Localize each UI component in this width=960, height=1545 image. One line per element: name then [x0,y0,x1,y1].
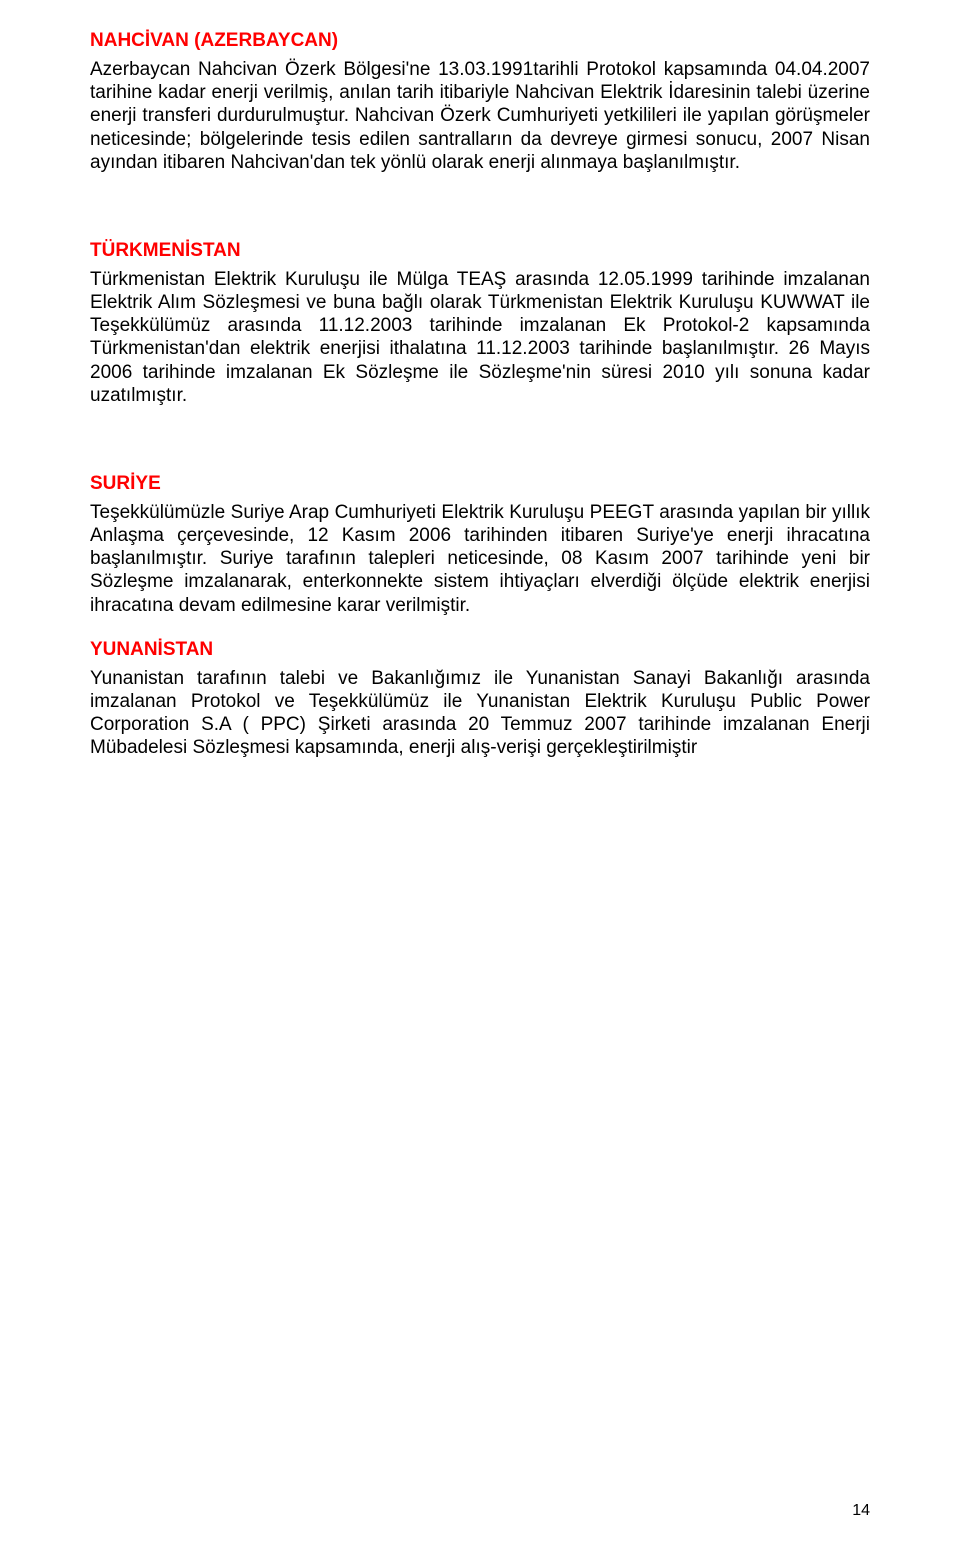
section-gap [90,411,870,451]
section-paragraph: Azerbaycan Nahcivan Özerk Bölgesi'ne 13.… [90,58,870,174]
document-content: NAHCİVAN (AZERBAYCAN) Azerbaycan Nahciva… [90,30,870,759]
section-heading-nahcivan: NAHCİVAN (AZERBAYCAN) [90,30,870,52]
section-paragraph: Türkmenistan Elektrik Kuruluşu ile Mülga… [90,268,870,407]
section-heading-yunanistan: YUNANİSTAN [90,639,870,661]
section-gap [90,178,870,218]
section-heading-suriye: SURİYE [90,473,870,495]
section-paragraph: Teşekkülümüzle Suriye Arap Cumhuriyeti E… [90,501,870,617]
section-paragraph: Yunanistan tarafının talebi ve Bakanlığı… [90,667,870,760]
section-heading-turkmenistan: TÜRKMENİSTAN [90,240,870,262]
page-number: 14 [852,1502,870,1520]
